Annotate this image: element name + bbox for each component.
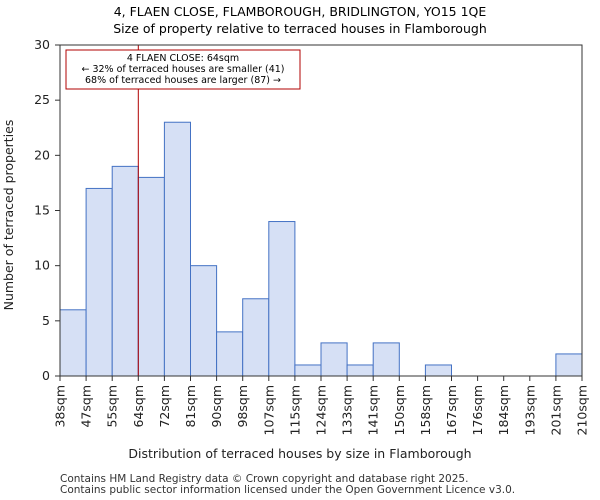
x-tick-label: 167sqm xyxy=(444,385,459,435)
x-tick-label: 98sqm xyxy=(235,385,250,428)
bar-90sqm xyxy=(216,331,244,377)
y-tick-label: 30 xyxy=(34,37,50,52)
y-tick-label: 10 xyxy=(34,258,50,273)
x-tick-label: 158sqm xyxy=(418,385,433,435)
y-tick-label: 20 xyxy=(34,147,50,162)
footer-line-1: Contains HM Land Registry data © Crown c… xyxy=(60,473,469,485)
x-tick-label: 201sqm xyxy=(548,385,563,435)
x-tick-label: 47sqm xyxy=(79,385,94,428)
bar-107sqm xyxy=(268,221,296,377)
y-axis-label: Number of terraced properties xyxy=(1,120,16,311)
x-tick-label: 55sqm xyxy=(105,385,120,428)
plot-frame xyxy=(59,44,583,377)
x-tick-label: 184sqm xyxy=(496,385,511,435)
x-axis: 38sqm 47sqm 55sqm 64sqm 72sqm 81sqm 90sqm 98sqm… xyxy=(53,376,590,435)
x-tick-label: 90sqm xyxy=(209,385,224,428)
x-tick-label: 72sqm xyxy=(157,385,172,428)
x-tick-label: 107sqm xyxy=(261,385,276,435)
bar-124sqm xyxy=(320,342,348,377)
y-tick-label: 15 xyxy=(34,203,50,218)
footer-line-2: Contains public sector information licen… xyxy=(60,484,516,496)
bar-141sqm xyxy=(372,342,400,377)
chart-subtitle: Size of property relative to terraced ho… xyxy=(113,21,487,36)
x-axis-label: Distribution of terraced houses by size … xyxy=(128,446,471,461)
bars-group xyxy=(59,121,583,377)
x-tick-label: 150sqm xyxy=(392,385,407,435)
bar-38sqm xyxy=(59,309,87,377)
annotation-line-2: ← 32% of terraced houses are smaller (41… xyxy=(81,64,284,75)
bar-115sqm xyxy=(294,364,322,377)
y-tick-label: 0 xyxy=(42,368,50,383)
y-tick-label: 5 xyxy=(42,313,50,328)
x-tick-label: 64sqm xyxy=(131,385,146,428)
bar-64sqm xyxy=(137,176,165,377)
x-tick-label: 38sqm xyxy=(53,385,68,428)
y-tick-label: 25 xyxy=(34,92,50,107)
annotation-line-3: 68% of terraced houses are larger (87) → xyxy=(85,75,281,86)
x-tick-label: 176sqm xyxy=(470,385,485,435)
annotation-line-1: 4 FLAEN CLOSE: 64sqm xyxy=(127,53,239,64)
x-tick-label: 210sqm xyxy=(575,385,590,435)
annotation-box: 4 FLAEN CLOSE: 64sqm ← 32% of terraced h… xyxy=(65,49,301,90)
x-tick-label: 115sqm xyxy=(287,385,302,435)
x-tick-label: 124sqm xyxy=(314,385,329,435)
x-tick-label: 141sqm xyxy=(366,385,381,435)
x-tick-label: 133sqm xyxy=(340,385,355,435)
bar-98sqm xyxy=(242,298,270,377)
x-tick-label: 193sqm xyxy=(522,385,537,435)
bar-47sqm xyxy=(85,187,113,377)
bar-158sqm xyxy=(424,364,452,377)
bar-133sqm xyxy=(346,364,374,377)
x-tick-label: 81sqm xyxy=(183,385,198,428)
bar-72sqm xyxy=(163,121,191,377)
bar-81sqm xyxy=(190,265,218,377)
y-axis: 0 5 10 15 20 25 30 xyxy=(34,37,60,383)
annotation-border xyxy=(65,49,301,90)
bar-201sqm xyxy=(555,353,583,377)
chart-title: 4, FLAEN CLOSE, FLAMBOROUGH, BRIDLINGTON… xyxy=(114,4,487,19)
bar-55sqm xyxy=(111,165,139,377)
